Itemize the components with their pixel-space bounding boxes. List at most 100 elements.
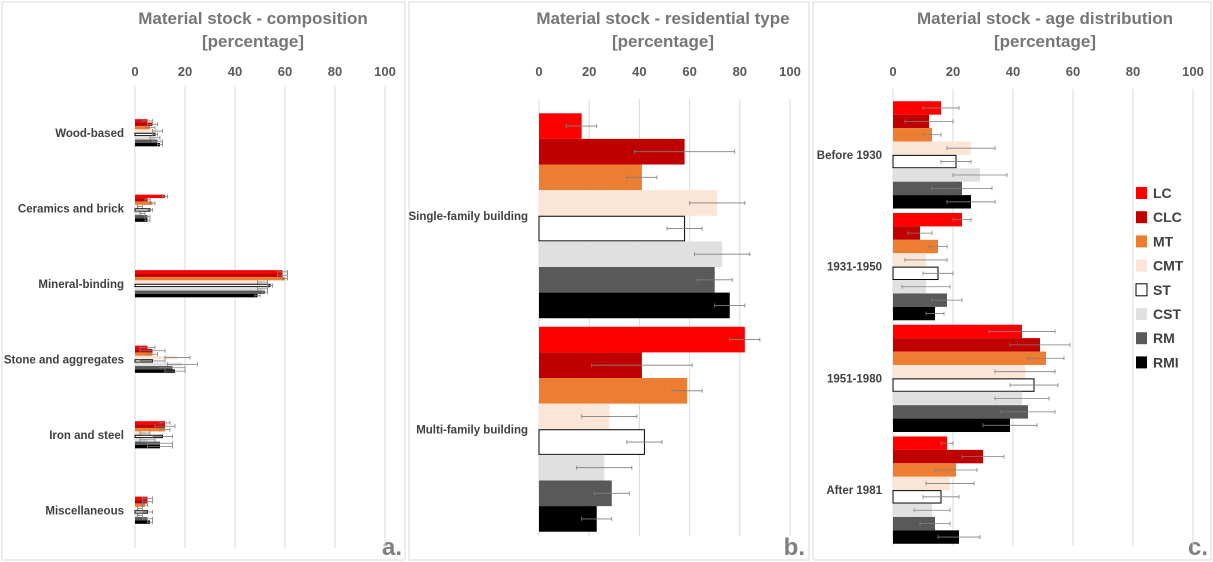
tick-label-p1-0: 0 <box>535 64 542 79</box>
panel-b-title: Material stock - residential type <box>536 9 789 28</box>
legend-swatch-RM <box>1136 332 1147 345</box>
bar-p1-c0-RMI <box>539 292 730 319</box>
panel-a-subtitle: [percentage] <box>202 32 304 51</box>
legend-swatch-LC <box>1136 187 1147 199</box>
legend-label-CLC: CLC <box>1153 209 1182 225</box>
panel-c-subtitle: [percentage] <box>994 32 1096 51</box>
category-label-p0-5: Miscellaneous <box>45 505 124 517</box>
bar-p1-c1-MT <box>539 378 688 404</box>
legend-label-CST: CST <box>1153 306 1181 322</box>
tick-label-p1-2: 40 <box>632 64 646 79</box>
bar-p0-c2-ST <box>134 283 271 288</box>
bar-p0-c2-RMI <box>135 293 258 298</box>
legend-swatch-CST <box>1136 308 1147 320</box>
panel-a-title: Material stock - composition <box>138 9 368 28</box>
bar-p1-c0-MT <box>539 164 642 191</box>
bar-p0-c0-ST <box>134 132 156 137</box>
bar-p2-c2-CLC <box>893 338 1040 352</box>
bar-p0-c3-RMI <box>135 369 175 373</box>
bar-p2-c2-CMT <box>893 364 1025 379</box>
bar-p0-c2-CST <box>135 287 263 291</box>
bar-p2-c1-RM <box>893 293 947 307</box>
legend-swatch-ST <box>1135 283 1148 297</box>
bar-p0-c5-RMI <box>135 520 150 524</box>
bar-p2-c3-RM <box>893 516 935 531</box>
tick-label-p0-4: 80 <box>328 64 342 79</box>
bar-p2-c0-CMT <box>893 141 971 155</box>
category-label-p0-1: Ceramics and brick <box>18 203 125 215</box>
bar-p0-c0-LC <box>135 119 148 123</box>
bar-p0-c1-CLC <box>135 198 148 202</box>
bar-p0-c1-MT <box>135 201 153 205</box>
legend-swatch-CMT <box>1136 259 1147 272</box>
category-label-p2-0: Before 1930 <box>817 150 882 162</box>
bar-p0-c5-MT <box>135 503 145 507</box>
category-label-p0-3: Stone and aggregates <box>4 354 124 366</box>
tick-label-p1-4: 80 <box>733 64 747 79</box>
tick-label-p1-5: 100 <box>779 64 801 79</box>
bar-p2-c2-MT <box>893 351 1046 365</box>
tick-label-p2-0: 0 <box>889 64 896 79</box>
bar-p2-c3-MT <box>893 463 956 477</box>
bar-p2-c2-RM <box>893 405 1028 419</box>
tick-label-p2-3: 60 <box>1066 64 1080 79</box>
bar-p2-c3-LC <box>893 436 947 450</box>
legend-label-CMT: CMT <box>1153 258 1184 274</box>
bar-p0-c2-RM <box>135 290 265 294</box>
bar-p2-c0-CST <box>893 168 980 182</box>
bar-p2-c2-CST <box>893 391 1022 406</box>
legend-swatch-CLC <box>1136 211 1147 224</box>
charts-layer: 0 20 40 60 80 100 Wood-based Ceramics and brick… <box>4 64 1204 548</box>
tick-label-p0-2: 40 <box>228 64 242 79</box>
bar-p0-c2-LC <box>135 270 283 274</box>
bar-p0-c2-MT <box>135 276 285 281</box>
bar-p2-c2-RMI <box>893 418 1010 433</box>
bar-p0-c0-RMI <box>135 142 160 147</box>
bar-p0-c0-CMT <box>135 129 158 133</box>
tick-label-p0-1: 20 <box>178 64 192 79</box>
bar-p1-c0-CMT <box>539 190 718 216</box>
category-label-p2-2: 1951-1980 <box>827 373 882 385</box>
bar-p2-c0-LC <box>893 101 941 115</box>
category-label-p0-0: Wood-based <box>55 128 124 140</box>
panel-b-letter: b. <box>784 534 805 561</box>
legend: LC CLC MT CMT ST CST RM RMI <box>1135 185 1184 370</box>
bar-p2-c1-MT <box>893 239 938 254</box>
legend-label-MT: MT <box>1153 233 1174 249</box>
bar-p0-c3-CST <box>135 362 183 367</box>
legend-label-ST: ST <box>1153 282 1171 298</box>
bar-p0-c0-CST <box>135 136 155 140</box>
bar-p2-c0-RM <box>893 181 962 196</box>
panel-a-letter: a. <box>382 534 402 561</box>
panel-c-frame <box>812 1 1212 561</box>
bar-p0-c1-CST <box>135 211 143 216</box>
legend-label-LC: LC <box>1153 185 1172 201</box>
bar-p0-c2-CLC <box>135 273 283 277</box>
category-label-p1-0: Single-family building <box>409 211 528 223</box>
tick-label-p0-3: 60 <box>278 64 292 79</box>
bar-p2-c3-CMT <box>893 476 950 491</box>
bar-p1-c1-LC <box>539 326 745 353</box>
bar-p0-c0-RM <box>135 139 158 143</box>
bar-p2-c3-CST <box>893 503 932 517</box>
legend-swatch-RMI <box>1136 356 1147 369</box>
tick-label-p1-3: 60 <box>682 64 696 79</box>
panel-a-frame <box>1 1 406 561</box>
bar-p0-c0-CLC <box>135 122 153 126</box>
bar-p2-c3-RMI <box>893 530 959 544</box>
bar-p0-c1-RMI <box>135 218 148 222</box>
bar-p0-c5-LC <box>135 496 148 501</box>
bar-p0-c3-RM <box>135 366 173 370</box>
bar-p0-c2-CMT <box>135 280 263 284</box>
legend-label-RM: RM <box>1153 330 1175 346</box>
category-label-p2-3: After 1981 <box>826 485 882 497</box>
bar-p2-c0-RMI <box>893 195 971 209</box>
bar-p2-c1-RMI <box>893 306 935 321</box>
bar-p0-c4-MT <box>135 427 165 432</box>
bar-p1-c0-RM <box>539 266 715 293</box>
tick-label-p2-4: 80 <box>1126 64 1140 79</box>
bar-p2-c2-LC <box>893 324 1022 339</box>
bar-p0-c5-CLC <box>135 500 148 504</box>
bar-p0-c3-CMT <box>135 355 178 360</box>
